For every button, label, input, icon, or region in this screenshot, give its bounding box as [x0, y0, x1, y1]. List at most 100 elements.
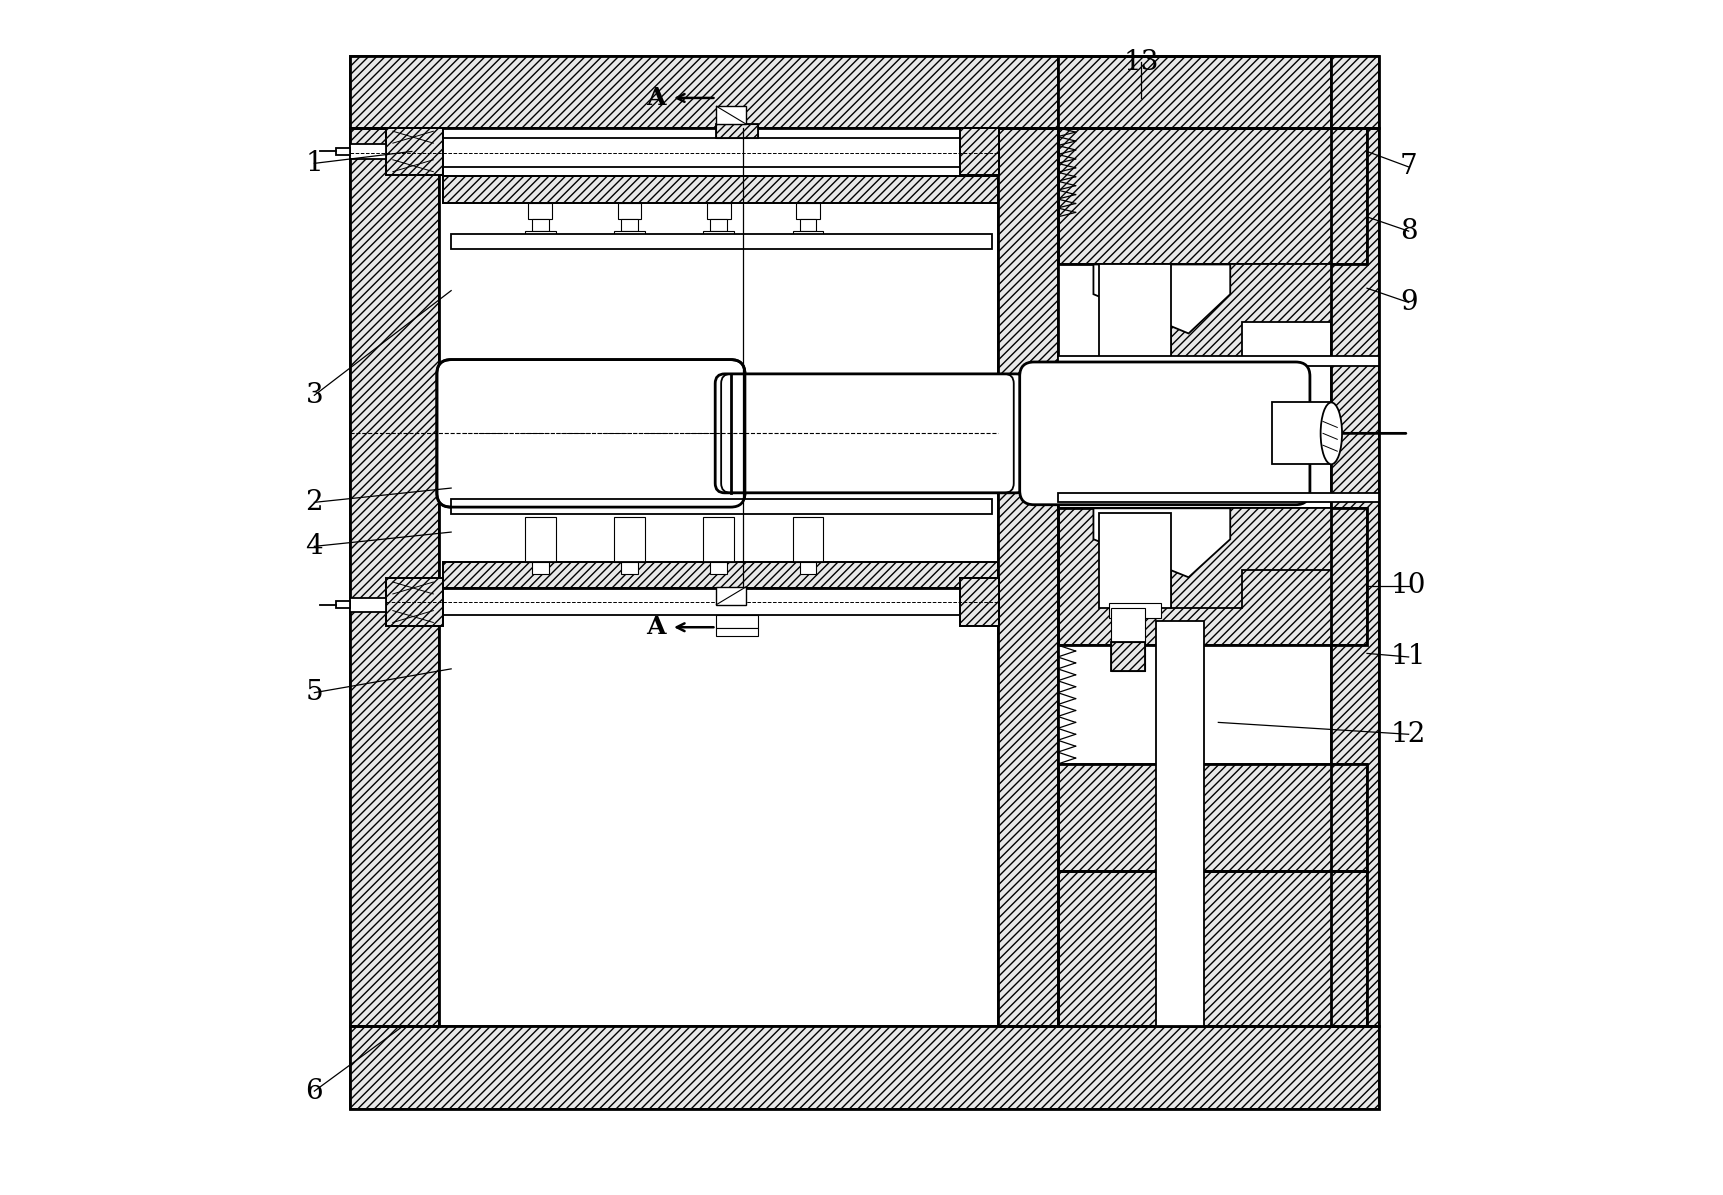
Bar	[350, 145, 386, 159]
Polygon shape	[1075, 264, 1332, 360]
Bar	[717, 615, 758, 629]
Bar	[350, 128, 439, 1025]
Bar	[998, 128, 1058, 1025]
Bar	[1058, 356, 1378, 366]
Bar	[350, 598, 386, 612]
Bar	[350, 56, 1378, 128]
Bar	[710, 219, 727, 231]
Bar	[717, 106, 746, 124]
Bar	[1058, 764, 1366, 871]
Text: 6: 6	[305, 1078, 324, 1104]
Bar	[1058, 128, 1366, 264]
Text: 12: 12	[1390, 721, 1427, 748]
Bar	[703, 231, 734, 235]
Bar	[443, 562, 998, 588]
Bar	[529, 203, 553, 219]
Bar	[451, 233, 992, 249]
Bar	[386, 578, 443, 626]
Bar	[443, 177, 998, 203]
Bar	[706, 203, 731, 219]
Bar	[386, 128, 443, 176]
Text: A: A	[646, 615, 665, 639]
Bar	[613, 516, 644, 562]
Text: 2: 2	[305, 489, 324, 516]
Bar	[1272, 403, 1332, 465]
Bar	[526, 231, 557, 235]
Bar	[1110, 603, 1161, 618]
Bar	[1111, 642, 1144, 672]
Polygon shape	[717, 629, 758, 636]
Bar	[622, 562, 638, 574]
Bar	[613, 231, 644, 235]
Bar	[1099, 264, 1170, 360]
Bar	[350, 56, 1378, 1109]
Bar	[793, 516, 824, 562]
Bar	[350, 56, 1378, 128]
Bar	[793, 231, 824, 235]
Bar	[1058, 871, 1366, 1025]
Bar	[622, 219, 638, 231]
Text: 5: 5	[305, 679, 324, 706]
Polygon shape	[1094, 264, 1230, 333]
Bar	[617, 203, 641, 219]
Bar	[799, 562, 817, 574]
Bar	[443, 589, 998, 615]
Bar	[725, 384, 1017, 483]
Bar	[386, 128, 443, 176]
Ellipse shape	[1320, 403, 1342, 465]
Bar	[1058, 508, 1366, 645]
Bar	[386, 578, 443, 626]
Bar	[717, 587, 746, 605]
Bar	[1332, 128, 1378, 1025]
Bar	[960, 578, 999, 626]
Text: 10: 10	[1390, 572, 1427, 599]
Bar	[350, 1025, 1378, 1109]
Bar	[443, 562, 998, 588]
Bar	[526, 516, 557, 562]
Bar	[710, 562, 727, 574]
Bar	[1111, 608, 1144, 642]
Bar	[1111, 642, 1144, 672]
Bar	[1058, 56, 1332, 128]
Polygon shape	[1075, 508, 1332, 608]
Bar	[1110, 360, 1161, 374]
Text: A: A	[646, 86, 665, 110]
Bar	[717, 124, 758, 139]
Bar	[532, 562, 548, 574]
Bar	[336, 148, 350, 155]
Bar	[960, 128, 999, 176]
Text: 13: 13	[1123, 49, 1158, 75]
Bar	[443, 139, 998, 167]
Bar	[1099, 513, 1170, 608]
Bar	[1058, 56, 1332, 128]
Bar	[451, 498, 992, 514]
Text: 4: 4	[305, 533, 324, 559]
Text: 9: 9	[1399, 289, 1418, 315]
Bar	[960, 128, 999, 176]
Bar	[1332, 128, 1378, 1025]
Bar	[532, 219, 548, 231]
Bar	[350, 1025, 1378, 1109]
Bar	[998, 128, 1058, 1025]
Bar	[1058, 871, 1366, 1025]
Bar	[796, 203, 820, 219]
Bar	[443, 177, 998, 203]
Bar	[960, 578, 999, 626]
Bar	[799, 219, 817, 231]
Bar	[703, 516, 734, 562]
Bar	[1156, 621, 1204, 1025]
Bar	[1058, 508, 1366, 645]
FancyBboxPatch shape	[715, 374, 1025, 492]
Text: 7: 7	[1399, 153, 1418, 180]
FancyBboxPatch shape	[438, 360, 744, 507]
Bar	[1058, 492, 1378, 502]
Text: 3: 3	[305, 381, 324, 409]
Polygon shape	[1094, 508, 1230, 577]
Bar	[336, 601, 350, 608]
Bar	[717, 124, 758, 139]
FancyBboxPatch shape	[1020, 362, 1309, 504]
Bar	[1058, 764, 1366, 871]
Text: 11: 11	[1390, 643, 1427, 670]
Bar	[1058, 128, 1366, 264]
Bar	[350, 128, 439, 1025]
